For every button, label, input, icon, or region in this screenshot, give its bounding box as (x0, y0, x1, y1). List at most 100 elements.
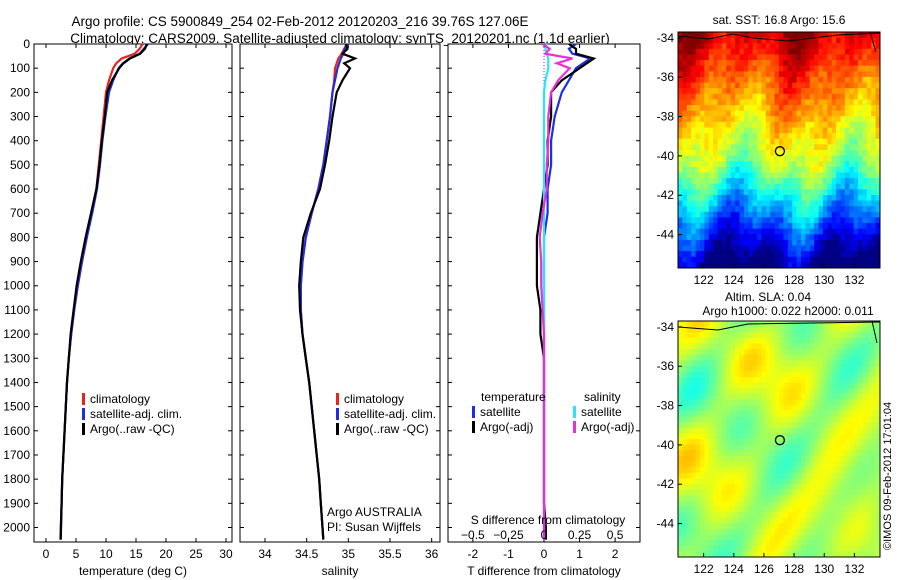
map-cell (840, 371, 846, 378)
map-cell (875, 472, 881, 479)
difference-panel: -2 -1 0 1 2T difference from climatology−0.5… (447, 43, 641, 578)
map-cell (818, 245, 824, 252)
legend-swatch (336, 393, 339, 405)
map-cell (686, 76, 692, 83)
map-cell (866, 523, 872, 530)
map-cell (796, 43, 802, 50)
map-cell (836, 528, 841, 535)
map-cell (814, 343, 819, 350)
map-cell (717, 394, 723, 401)
map-cell (836, 76, 841, 83)
map-cell (774, 161, 780, 168)
map-cell (862, 422, 868, 429)
map-cell (871, 506, 877, 513)
map-cell (796, 166, 802, 173)
map-cell (726, 365, 732, 372)
legend-title-temperature: temperature (481, 390, 546, 404)
map-cell (721, 450, 727, 457)
coastline (869, 31, 877, 53)
map-cell (840, 43, 846, 50)
map-cell (871, 189, 877, 196)
map-cell (779, 239, 784, 246)
y-tick-label: 1300 (3, 351, 30, 365)
map-cell (770, 217, 776, 224)
map-cell (682, 545, 688, 552)
map-cell (735, 422, 740, 429)
map-cell (752, 416, 758, 423)
map-cell (779, 405, 784, 412)
map-cell (836, 71, 841, 78)
map-cell (761, 365, 767, 372)
map-cell (853, 178, 859, 185)
map-cell (779, 256, 784, 263)
map-cell (699, 54, 705, 61)
map-cell (796, 321, 802, 328)
map-cell (704, 211, 710, 218)
map-cell (730, 71, 736, 78)
map-cell (853, 540, 859, 547)
map-cell (818, 394, 824, 401)
map-cell (822, 155, 828, 162)
map-cell (708, 223, 714, 230)
map-cell (818, 76, 824, 83)
map-cell (691, 517, 696, 524)
map-cell (708, 228, 714, 235)
map-cell (730, 467, 736, 474)
map-cell (871, 251, 877, 258)
map-cell (849, 360, 855, 367)
map-cell (792, 455, 797, 462)
map-cell (770, 377, 776, 384)
map-cell (809, 467, 815, 474)
map-cell (805, 60, 811, 67)
map-cell (735, 455, 740, 462)
map-cell (735, 138, 740, 145)
map-cell (853, 517, 859, 524)
map-cell (691, 382, 696, 389)
map-cell (844, 127, 850, 134)
map-cell (858, 54, 863, 61)
map-cell (743, 99, 749, 106)
map-cell (818, 540, 824, 547)
map-cell (695, 228, 701, 235)
map-cell (721, 206, 727, 213)
map-cell (695, 234, 701, 241)
map-cell (871, 483, 877, 490)
map-cell (739, 455, 745, 462)
map-cell (844, 116, 850, 123)
map-cell (818, 60, 824, 67)
map-cell (875, 394, 881, 401)
map-cell (822, 54, 828, 61)
map-cell (748, 371, 754, 378)
map-cell (743, 262, 749, 269)
map-cell (721, 217, 727, 224)
map-cell (704, 540, 710, 547)
map-cell (765, 99, 771, 106)
map-cell (765, 416, 771, 423)
map-cell (840, 450, 846, 457)
map-cell (717, 500, 723, 507)
map-cell (708, 472, 714, 479)
map-cell (765, 54, 771, 61)
map-cell (844, 455, 850, 462)
map-cell (752, 354, 758, 361)
map-cell (858, 551, 863, 558)
map-cell (805, 54, 811, 61)
map-cell (682, 245, 688, 252)
map-cell (730, 178, 736, 185)
map-cell (721, 93, 727, 100)
map-cell (814, 444, 819, 451)
map-cell (682, 32, 688, 39)
map-cell (787, 551, 793, 558)
map-cell (805, 337, 811, 344)
map-cell (840, 422, 846, 429)
map-cell (783, 105, 789, 112)
map-cell (840, 405, 846, 412)
map-cell (774, 166, 780, 173)
map-cell (774, 121, 780, 128)
map-cell (757, 138, 762, 145)
map-cell (858, 512, 863, 519)
map-cell (704, 478, 710, 485)
map-cell (862, 110, 868, 117)
map-cell (787, 545, 793, 552)
map-cell (809, 178, 815, 185)
